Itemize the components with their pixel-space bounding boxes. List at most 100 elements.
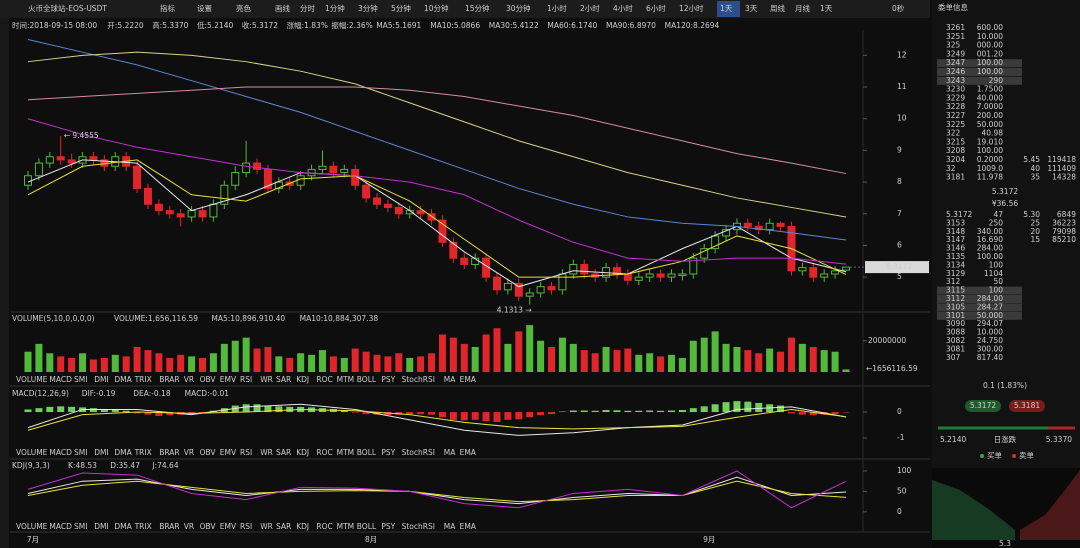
indicator-tab[interactable]: OBV [200, 448, 217, 457]
indicator-tab[interactable]: MA [444, 448, 456, 457]
volume-bar [842, 369, 850, 372]
candle-body [438, 219, 447, 243]
interval-button[interactable]: 12小时 [679, 3, 704, 13]
indicator-tab[interactable]: RSI [240, 522, 252, 531]
indicator-tab[interactable]: ROC [316, 448, 332, 457]
toolbar-button[interactable]: 设置 [197, 3, 212, 13]
interval-button[interactable]: 分时 [300, 3, 315, 13]
interval-button[interactable]: 3天 [745, 4, 758, 13]
orderbook-cell: 3225 [946, 120, 965, 129]
indicator-tab[interactable]: OBV [200, 522, 217, 531]
indicator-tab[interactable]: SAR [276, 448, 291, 457]
indicator-tab[interactable]: BOLL [357, 522, 377, 531]
indicator-tab[interactable]: RSI [240, 448, 252, 457]
indicator-tab[interactable]: MACD [49, 448, 72, 457]
indicator-tab[interactable]: SMI [74, 522, 87, 531]
indicator-tab[interactable]: VOLUME [16, 448, 48, 457]
indicator-tab[interactable]: VR [184, 448, 194, 457]
orderbook-cell: 16.690 [977, 235, 1003, 244]
indicator-tab[interactable]: RSI [240, 375, 252, 384]
indicator-tab[interactable]: TRIX [134, 522, 152, 531]
indicator-tab[interactable]: WR [260, 522, 273, 531]
indicator-tab[interactable]: StochRSI [402, 522, 435, 531]
indicator-tab[interactable]: MA [444, 375, 456, 384]
volume-bar [155, 353, 163, 372]
interval-button[interactable]: 30分钟 [506, 3, 531, 13]
interval-button[interactable]: 10分钟 [424, 3, 449, 13]
indicator-tab[interactable]: VOLUME [16, 375, 48, 384]
indicator-tab[interactable]: VR [184, 375, 194, 384]
toolbar-title[interactable]: 火币全球站-EOS-USDT [28, 3, 107, 13]
toolbar-button[interactable]: 亮色 [236, 3, 251, 13]
indicator-tab[interactable]: TRIX [134, 448, 152, 457]
indicator-tab[interactable]: DMA [114, 448, 132, 457]
interval-button[interactable]: 1小时 [547, 3, 567, 13]
candle-body [645, 273, 654, 278]
indicator-tab[interactable]: WR [260, 375, 273, 384]
indicator-tab[interactable]: BOLL [357, 375, 377, 384]
indicator-tab[interactable]: EMV [220, 375, 237, 384]
sell-button[interactable] [1009, 400, 1045, 412]
indicator-tab[interactable]: ROC [316, 522, 332, 531]
indicator-tab[interactable]: TRIX [134, 375, 152, 384]
indicator-tab[interactable]: PSY [381, 522, 395, 531]
indicator-tab[interactable]: KDJ [296, 375, 309, 384]
indicator-tab[interactable]: EMA [460, 522, 477, 531]
indicator-tab[interactable]: SAR [276, 522, 291, 531]
indicator-tab[interactable]: DMA [114, 522, 132, 531]
indicator-tab[interactable]: PSY [381, 375, 395, 384]
interval-button[interactable]: 4小时 [613, 3, 633, 13]
interval-button[interactable]: 6小时 [646, 3, 666, 13]
interval-button[interactable]: 周线 [770, 3, 785, 13]
indicator-tab[interactable]: KDJ [296, 448, 309, 457]
indicator-tab[interactable]: KDJ [296, 522, 309, 531]
indicator-tab[interactable]: StochRSI [402, 375, 435, 384]
indicator-tab[interactable]: DMI [94, 375, 108, 384]
indicator-tab[interactable]: EMA [460, 448, 477, 457]
indicator-tab[interactable]: DMI [94, 522, 108, 531]
volume-bar [613, 350, 621, 372]
indicator-tab[interactable]: BRAR [159, 375, 179, 384]
toolbar-button[interactable]: 指标 [160, 3, 175, 13]
indicator-tab[interactable]: EMV [220, 522, 237, 531]
indicator-tab[interactable]: VR [184, 522, 194, 531]
macd-bar [526, 412, 534, 418]
indicator-tab[interactable]: EMV [220, 448, 237, 457]
indicator-tab[interactable]: BRAR [159, 522, 179, 531]
volume-bar [220, 343, 228, 372]
indicator-tab[interactable]: EMA [460, 375, 477, 384]
toolbar-button[interactable]: 画线 [275, 3, 290, 13]
interval-button[interactable]: 1分钟 [325, 3, 345, 13]
interval-button[interactable]: 1天 [720, 4, 733, 13]
indicator-tab[interactable]: MACD [49, 375, 72, 384]
indicator-tab[interactable]: MTM [337, 522, 355, 531]
volume-bar [297, 353, 305, 372]
y-tick-label: 11 [897, 82, 907, 91]
indicator-tab[interactable]: MA [444, 522, 456, 531]
indicator-tab[interactable]: SMI [74, 448, 87, 457]
interval-button[interactable]: 3分钟 [358, 3, 378, 13]
interval-button[interactable]: 5分钟 [391, 3, 411, 13]
indicator-tab[interactable]: MTM [337, 448, 355, 457]
buy-button[interactable] [965, 400, 1001, 412]
indicator-tab[interactable]: StochRSI [402, 448, 435, 457]
indicator-tab[interactable]: DMI [94, 448, 108, 457]
indicator-tab[interactable]: VOLUME [16, 522, 48, 531]
interval-button[interactable]: 1天 [820, 4, 833, 13]
indicator-tab[interactable]: PSY [381, 448, 395, 457]
interval-button[interactable]: 15分钟 [465, 3, 490, 13]
indicator-tab[interactable]: MACD [49, 522, 72, 531]
indicator-tab[interactable]: SAR [276, 375, 291, 384]
indicator-tab[interactable]: OBV [200, 375, 217, 384]
interval-button[interactable]: 2小时 [580, 3, 600, 13]
indicator-tab[interactable]: MTM [337, 375, 355, 384]
indicator-tab[interactable]: ROC [316, 375, 332, 384]
indicator-tab[interactable]: WR [260, 448, 273, 457]
indicator-tab[interactable]: DMA [114, 375, 132, 384]
indicator-tab[interactable]: SMI [74, 375, 87, 384]
indicator-tab[interactable]: BRAR [159, 448, 179, 457]
orderbook-cell: 5.3172 [946, 210, 972, 219]
indicator-tab[interactable]: BOLL [357, 448, 377, 457]
sell-price: 5.3181 [1014, 401, 1040, 410]
interval-button[interactable]: 月线 [795, 3, 810, 13]
